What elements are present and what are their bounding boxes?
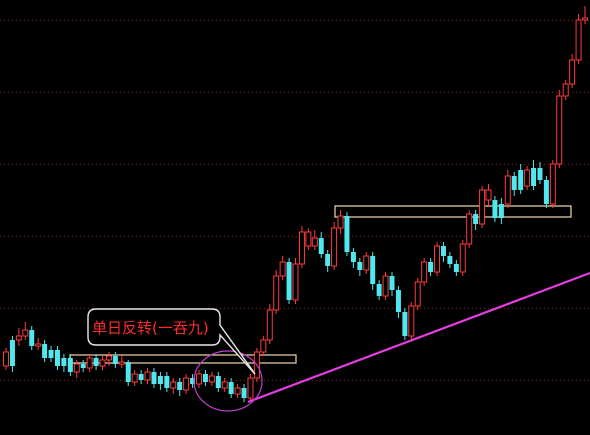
candle-body-up [331, 227, 338, 267]
highlight-circle [193, 350, 263, 412]
candle-body-down [395, 290, 401, 312]
candle-body-down [344, 216, 350, 252]
candle-body-down [177, 382, 183, 390]
candle-body-down [190, 378, 196, 384]
candle-body-up [582, 17, 588, 21]
candle-body-down [498, 204, 504, 218]
candle-body-down [125, 362, 131, 382]
candle-body-down [215, 376, 221, 388]
candle-body-down [511, 176, 517, 190]
candle-body-up [221, 381, 228, 389]
candle-body-up [273, 275, 280, 311]
resistance-box [334, 205, 572, 218]
candle-body-down [440, 246, 446, 256]
candle-body-up [266, 309, 273, 341]
candle-body-up [260, 339, 267, 353]
candle-body-down [67, 358, 73, 372]
candle-body-up [549, 163, 556, 205]
candle-body-up [234, 387, 241, 395]
candle-body-down [157, 376, 163, 384]
candle-body-down [48, 350, 54, 358]
candle-body-down [350, 252, 356, 262]
annotations [193, 271, 590, 412]
candle-body-up [298, 231, 305, 265]
candle-body-up [305, 231, 312, 247]
candle-body-down [93, 358, 99, 366]
candle-body-up [434, 245, 441, 273]
candle-body-up [408, 305, 415, 337]
candle-body-down [54, 350, 60, 366]
candle-body-up [311, 237, 318, 247]
candle-body-down [202, 374, 208, 382]
candle-body-down [428, 262, 434, 272]
candle-body-up [35, 343, 42, 347]
candle-body-up [73, 363, 80, 373]
callout-box [87, 308, 256, 375]
candle-body-up [466, 213, 473, 245]
candle-body-up [170, 381, 177, 389]
candle-body-up [421, 261, 428, 283]
callout: 单日反转(一吞九) [87, 308, 256, 375]
candles [3, 6, 588, 402]
candle-body-up [382, 275, 389, 297]
candle-body-down [492, 200, 498, 218]
candle-body-up [414, 281, 421, 307]
candle-body-down [543, 180, 549, 204]
candle-body-up [556, 95, 563, 165]
candle-body-down [325, 254, 331, 266]
candle-body-down [447, 256, 453, 264]
candle-body-down [518, 170, 524, 190]
candle-body-up [208, 375, 215, 383]
candle-body-up [524, 169, 531, 187]
candle-body-up [3, 351, 9, 367]
candle-body-down [164, 376, 170, 388]
candle-body-down [80, 364, 86, 368]
candle-body-up [337, 215, 344, 229]
candle-body-up [459, 243, 466, 273]
candle-body-up [105, 355, 112, 361]
trendline [247, 271, 590, 404]
candle-body-down [531, 168, 537, 186]
candle-body-up [196, 373, 202, 385]
candle-body-down [318, 238, 324, 254]
candle-body-up [485, 189, 492, 201]
candle-body-down [138, 374, 144, 380]
candle-body-up [144, 371, 151, 381]
candle-body-down [228, 382, 234, 394]
candle-body-down [151, 372, 157, 384]
candle-body-down [537, 168, 543, 180]
callout-label: 单日反转(一吞九) [92, 319, 209, 337]
candle-body-up [575, 19, 582, 61]
candle-body-up [562, 83, 569, 97]
candle-body-down [42, 344, 48, 358]
candle-body-up [279, 261, 286, 277]
candle-body-up [99, 359, 106, 367]
candle-body-up [363, 255, 370, 271]
candle-body-down [112, 356, 118, 364]
candle-body-up [22, 329, 29, 337]
candle-body-up [479, 189, 486, 225]
candle-body-down [61, 358, 67, 366]
candle-body-up [131, 373, 138, 383]
candle-body-down [357, 262, 363, 270]
candle-body-down [370, 256, 376, 284]
candle-body-down [402, 312, 408, 336]
candle-body-down [29, 330, 35, 346]
candle-body-down [376, 284, 382, 296]
candle-body-down [453, 264, 459, 272]
candle-body-up [569, 59, 576, 85]
candle-body-up [118, 361, 125, 365]
candle-body-up [504, 175, 511, 205]
candle-body-down [9, 340, 15, 366]
candle-body-up [15, 335, 22, 341]
candle-body-up [86, 357, 93, 369]
candle-body-down [241, 388, 247, 398]
candle-body-down [286, 262, 292, 300]
candle-body-down [389, 276, 395, 290]
candle-body-down [473, 214, 479, 224]
candle-body-up [292, 263, 299, 301]
candle-body-up [247, 377, 254, 399]
candle-body-up [183, 377, 190, 391]
